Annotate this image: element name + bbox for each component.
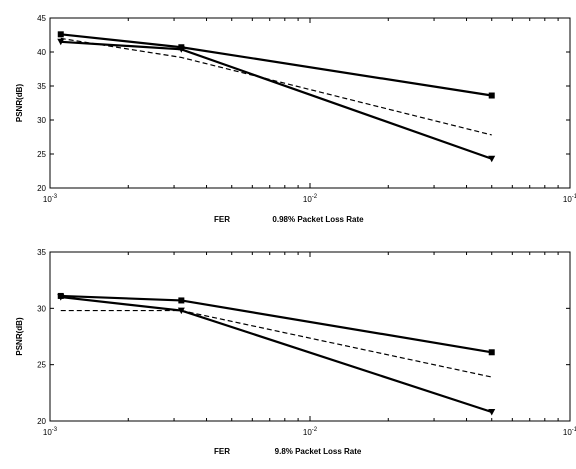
- x-tick-label: 10-3: [43, 427, 58, 437]
- chart-panel-1: 20 25 30 35 40 45 10-3 10-2 10-1 PSNR(dB) FER 0.98%…: [15, 14, 576, 224]
- series-line-2: [60, 40, 493, 160]
- y-tick-label: 25: [37, 150, 46, 159]
- series-line-1: [60, 33, 492, 97]
- x-tick-label: 10-1: [563, 427, 576, 437]
- x-tick-label: 10-1: [563, 194, 576, 204]
- triangle-marker: [57, 294, 65, 301]
- square-marker: [488, 92, 495, 99]
- y-tick-label: 45: [37, 14, 46, 23]
- y-tick-label: 30: [37, 304, 46, 313]
- y-axis-label: PSNR(dB): [15, 84, 24, 123]
- series-line-3: [60, 309, 492, 378]
- x-tick-label: 10-3: [43, 194, 58, 204]
- y-tick-label: 35: [37, 82, 46, 91]
- triangle-marker: [488, 155, 496, 163]
- x-axis-label: FER: [214, 215, 230, 224]
- square-marker: [488, 349, 495, 356]
- series-line-3: [60, 37, 492, 136]
- y-tick-label: 30: [37, 116, 46, 125]
- chart-caption: 9.8% Packet Loss Rate: [275, 447, 362, 456]
- y-tick-label: 25: [37, 361, 46, 370]
- y-tick-label: 20: [37, 184, 46, 193]
- series-line-2: [60, 295, 493, 414]
- y-axis-label: PSNR(dB): [15, 317, 24, 356]
- chart-caption: 0.98% Packet Loss Rate: [272, 215, 364, 224]
- triangle-marker: [177, 46, 185, 53]
- square-marker: [178, 297, 185, 304]
- y-tick-label: 20: [37, 417, 46, 426]
- y-tick-label: 40: [37, 48, 46, 57]
- square-marker: [57, 31, 64, 38]
- plot-frame: [49, 17, 571, 189]
- x-tick-label: 10-2: [303, 194, 318, 204]
- triangle-marker: [57, 38, 65, 46]
- plot-frame: [49, 251, 571, 422]
- triangle-marker: [488, 408, 496, 416]
- chart-panel-2: 20 25 30 35 10-3 10-2 10-1 PSNR(dB) FER 9.8% Pack…: [15, 248, 576, 456]
- x-tick-label: 10-2: [303, 427, 318, 437]
- y-tick-label: 35: [37, 248, 46, 257]
- x-axis-label: FER: [214, 447, 230, 456]
